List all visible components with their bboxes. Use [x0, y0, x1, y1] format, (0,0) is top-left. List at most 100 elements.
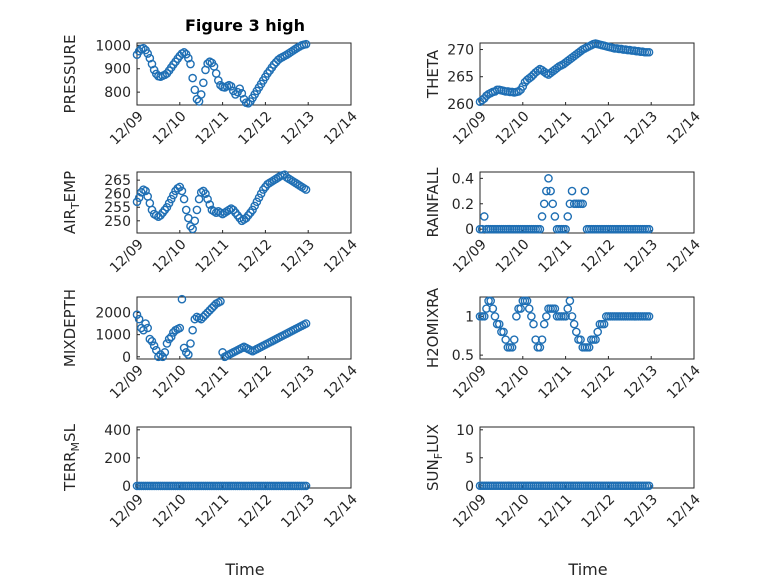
data-point: [192, 205, 202, 215]
data-point: [288, 46, 298, 55]
data-point: [214, 76, 223, 85]
y-tick-label: 1000: [95, 328, 131, 344]
axes-box: [479, 42, 695, 106]
x-tick-label: 12/10: [150, 492, 190, 532]
y-tick-label: 0: [122, 350, 131, 366]
x-tick-label: 12/10: [150, 109, 190, 149]
data-point: [252, 197, 262, 207]
data-point: [644, 481, 654, 491]
data-point: [535, 343, 545, 352]
data-point: [235, 84, 245, 93]
subplot-rainfall: 12/09 12/10 12/11 12/12 12/13 12/14 0 0.2 0.4 RAI…: [424, 167, 704, 276]
y-tick-label: 255: [104, 200, 131, 216]
data-point: [301, 319, 311, 328]
y-tick-label: 200: [104, 451, 131, 467]
data-point: [580, 186, 590, 196]
x-tick-label: 12/10: [493, 363, 533, 403]
data-point: [535, 224, 545, 234]
y-axis-label: RAINFALL: [424, 167, 442, 238]
x-tick-label: 12/10: [150, 237, 190, 277]
y-axis-label: AIRTEMP: [61, 171, 82, 234]
y-tick-label: 1000: [95, 38, 131, 54]
y-axis-label: H2OMIXRA: [424, 287, 442, 368]
x-tick-label: 12/11: [536, 237, 576, 277]
data-point: [576, 46, 585, 56]
y-tick-label: 0: [465, 479, 474, 495]
x-tick-label: 12/13: [621, 237, 661, 277]
x-tick-label: 12/13: [278, 237, 318, 277]
data-point: [552, 63, 562, 73]
x-tick-label: 12/14: [664, 362, 704, 402]
axes-box: [479, 171, 695, 234]
data-point: [644, 312, 654, 321]
data-point: [537, 335, 547, 344]
data-point: [563, 212, 573, 221]
y-tick-label: 265: [104, 173, 131, 189]
series-markers: [475, 39, 654, 107]
data-point: [546, 186, 555, 196]
data-point: [179, 194, 189, 204]
y-tick-label: 10: [456, 423, 474, 439]
data-point: [479, 212, 489, 221]
x-tick-label: 12/09: [450, 237, 490, 277]
data-point: [539, 199, 549, 209]
data-point: [186, 59, 195, 69]
data-point: [132, 197, 142, 207]
data-point: [291, 44, 300, 54]
data-point: [494, 319, 504, 329]
data-point: [591, 335, 600, 344]
subplot-sun_flux: 12/09 12/10 12/11 12/12 12/13 12/14 0 5 10 SUNFLU…: [424, 423, 704, 532]
x-tick-label: 12/11: [536, 492, 576, 532]
data-point: [175, 182, 185, 192]
data-point: [203, 308, 212, 317]
subplot-pressure: 12/09 12/10 12/11 12/12 12/13 12/14 800 900 1000…: [61, 35, 361, 149]
data-point: [181, 348, 191, 357]
series-markers: [475, 296, 654, 352]
data-point: [584, 343, 594, 352]
x-tick-label: 12/14: [664, 108, 704, 148]
y-axis-label: PRESSURE: [61, 35, 79, 114]
y-tick-label: 400: [104, 423, 131, 439]
data-point: [576, 335, 585, 344]
y-tick-label: 260: [104, 187, 131, 203]
data-point: [196, 314, 206, 324]
data-point: [301, 39, 311, 49]
x-tick-label: 12/09: [450, 363, 490, 403]
data-point: [147, 336, 157, 346]
data-point: [149, 341, 159, 351]
data-point: [269, 60, 279, 69]
data-point: [190, 314, 200, 324]
data-point: [141, 186, 150, 196]
y-tick-label: 270: [447, 43, 474, 59]
data-point: [501, 335, 510, 344]
x-tick-label: 12/09: [107, 109, 147, 149]
data-point: [282, 50, 292, 59]
data-point: [207, 303, 217, 313]
x-tick-label: 12/14: [664, 236, 704, 276]
y-tick-label: 260: [447, 97, 474, 113]
data-point: [201, 189, 210, 198]
data-point: [164, 198, 174, 208]
data-point: [226, 81, 236, 91]
data-point: [184, 350, 193, 359]
x-tick-label: 12/12: [578, 363, 618, 403]
data-point: [509, 335, 519, 344]
series-markers: [132, 39, 311, 108]
data-point: [488, 304, 498, 313]
y-tick-label: 0.2: [452, 197, 474, 213]
data-point: [250, 201, 259, 211]
x-tick-label: 12/10: [493, 109, 533, 149]
data-point: [531, 335, 540, 344]
data-point: [539, 319, 549, 329]
data-point: [499, 327, 508, 337]
subplot-theta: 12/09 12/10 12/11 12/12 12/13 12/14 260 265 270 T…: [424, 39, 704, 149]
data-point: [216, 297, 225, 306]
x-tick-label: 12/14: [321, 362, 361, 402]
x-tick-label: 12/11: [193, 492, 233, 532]
data-point: [143, 49, 152, 58]
x-tick-label: 12/12: [578, 109, 618, 149]
data-point: [205, 305, 215, 315]
y-tick-label: 0: [465, 222, 474, 238]
data-point: [132, 310, 142, 320]
data-point: [542, 186, 551, 196]
